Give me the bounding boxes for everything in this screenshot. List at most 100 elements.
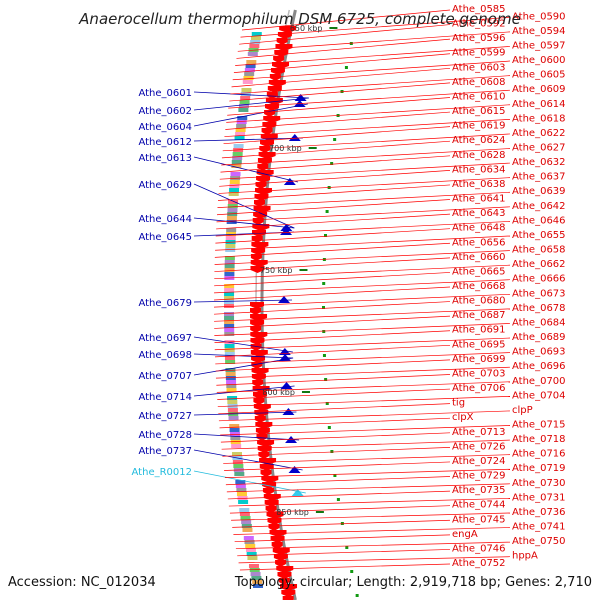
right-gene-label: Athe_0693 [512, 347, 566, 358]
right-leader-line [214, 344, 451, 358]
reverse-gene-arrow [250, 260, 268, 267]
cog-band [242, 528, 253, 532]
reverse-gene-arrow [258, 152, 276, 159]
right-leader-line [215, 359, 451, 372]
cog-band [249, 44, 260, 48]
right-leader-line [219, 162, 511, 180]
cog-band [232, 460, 243, 464]
right-leader-line [214, 308, 511, 322]
right-leader-line [229, 82, 451, 102]
gc-dots [322, 42, 359, 597]
reverse-gene-arrow [251, 368, 269, 375]
cog-band [224, 256, 235, 260]
right-leader-line [229, 505, 451, 514]
right-leader-line [217, 395, 511, 407]
reverse-gene-arrow [270, 68, 285, 75]
gc-dot [322, 330, 326, 333]
reverse-gene-arrow [255, 422, 273, 429]
right-leader-line [223, 454, 511, 464]
cog-band [240, 92, 251, 96]
gc-dot [322, 354, 326, 357]
left-leader-line [193, 97, 309, 111]
cog-band [226, 216, 237, 220]
right-gene-label: Athe_0665 [452, 266, 506, 277]
cog-band [234, 136, 245, 140]
reverse-gene-arrow [276, 38, 288, 45]
reverse-gene-arrow [260, 470, 272, 477]
gc-dot [324, 234, 328, 237]
right-leader-line [237, 549, 451, 557]
reverse-gene-arrow [274, 50, 289, 57]
cog-band [226, 388, 237, 392]
cog-band [232, 156, 243, 160]
right-gene-label: Athe_0655 [512, 230, 566, 241]
cog-band [226, 384, 237, 388]
reverse-gene-arrow [266, 512, 284, 519]
left-gene-label: Athe_0613 [138, 153, 192, 164]
right-gene-label: clpX [452, 412, 474, 423]
cog-band [241, 520, 252, 524]
cog-band [239, 512, 250, 516]
left-leader-line [193, 299, 293, 303]
right-gene-label: Athe_0699 [452, 354, 506, 365]
gc-dot [345, 546, 349, 549]
reverse-gene-arrow [260, 140, 275, 147]
cog-band [248, 564, 259, 568]
reverse-gene-arrow [253, 398, 265, 405]
right-gene-label: Athe_0599 [452, 48, 506, 59]
left-leader-line [193, 217, 295, 229]
right-gene-label: Athe_0673 [512, 288, 566, 299]
right-leader-line [214, 330, 451, 343]
cog-band [241, 524, 252, 528]
cog-band [224, 300, 235, 304]
right-leader-line [220, 425, 511, 436]
right-gene-label: Athe_0641 [452, 194, 506, 205]
reverse-gene-arrow [261, 128, 273, 135]
gc-dot [336, 498, 340, 501]
scale-tick-label: 750 kbp [260, 266, 293, 275]
right-gene-label: Athe_0745 [452, 514, 506, 525]
cog-band [227, 204, 238, 208]
cog-band [238, 108, 249, 112]
gene-labels: Athe_0601 Athe_0602 Athe_0604 Athe_0612 Athe… [132, 4, 566, 569]
right-gene-label: Athe_0687 [452, 310, 506, 321]
cog-band [224, 260, 235, 264]
cog-band [224, 332, 235, 336]
cog-band [224, 328, 235, 332]
reverse-gene-arrow [251, 236, 263, 243]
reverse-gene-arrow [250, 350, 268, 357]
cog-band [229, 180, 240, 184]
cog-band [224, 268, 235, 272]
forward-gene-arrow [288, 466, 301, 473]
cog-band [225, 248, 236, 252]
right-gene-label: Athe_0680 [452, 296, 506, 307]
cog-band [225, 232, 236, 236]
right-gene-label: Athe_0596 [452, 33, 506, 44]
right-leader-line [228, 498, 511, 507]
cog-band [224, 312, 235, 316]
reverse-gene-arrow [262, 488, 274, 495]
reverse-gene-arrow [267, 518, 282, 525]
reverse-gene-arrow [253, 404, 271, 411]
left-gene-label: Athe_0679 [138, 298, 192, 309]
reverse-gene-arrow [279, 26, 297, 33]
right-leader-line [240, 16, 511, 38]
left-leader-line [193, 385, 295, 397]
right-gene-label: Athe_0624 [452, 135, 506, 146]
left-gene-label: Athe_0601 [138, 88, 192, 99]
right-gene-label: clpP [512, 405, 533, 416]
right-leader-line [220, 155, 451, 173]
reverse-gene-arrow [250, 338, 265, 345]
right-leader-line [214, 301, 451, 315]
right-gene-label: Athe_0643 [452, 208, 506, 219]
right-leader-line [231, 67, 451, 88]
reverse-gene-arrow [250, 254, 262, 261]
cog-band [226, 228, 237, 232]
reverse-gene-arrow [278, 578, 290, 585]
right-leader-line [225, 476, 451, 486]
reverse-gene-arrow [261, 476, 279, 483]
right-leader-line [216, 374, 451, 386]
left-leader-line [193, 103, 308, 127]
right-gene-label: Athe_0618 [512, 113, 566, 124]
